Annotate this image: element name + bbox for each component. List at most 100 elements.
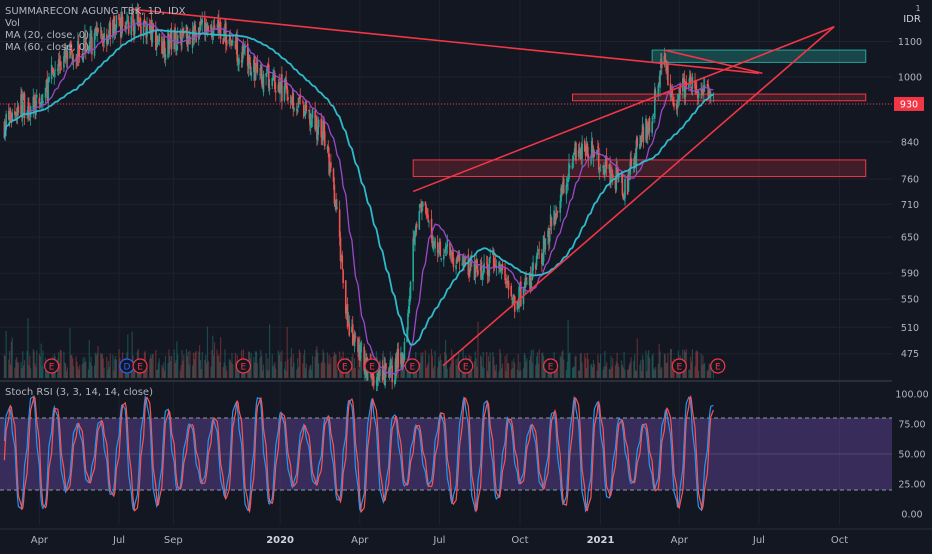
rsi-tick-label: 0.00 <box>901 510 922 521</box>
candle-body <box>77 43 80 58</box>
volume-bar <box>579 353 581 378</box>
volume-bar <box>709 364 711 378</box>
candle-body <box>246 43 249 66</box>
candle-body <box>688 75 691 83</box>
candle-body <box>464 262 466 264</box>
candle-body <box>700 88 702 91</box>
candle-body <box>302 101 304 103</box>
candle-body <box>198 28 201 33</box>
event-marker-label: E <box>49 363 55 373</box>
time-tick-label: Jul <box>432 535 445 546</box>
volume-bar <box>560 357 562 378</box>
candle-body <box>334 202 337 207</box>
candle-body <box>262 74 265 93</box>
volume-bar <box>205 354 207 378</box>
candle-body <box>314 110 316 130</box>
candle-body <box>438 243 441 250</box>
earnings-marker <box>44 358 60 374</box>
volume-bar <box>106 356 108 378</box>
volume-bar <box>45 368 47 378</box>
volume-bar <box>284 361 286 378</box>
volume-bar <box>586 352 588 378</box>
volume-bar <box>168 349 170 378</box>
candle-body <box>120 17 122 38</box>
volume-bar <box>322 349 324 378</box>
candle-body <box>50 64 53 80</box>
currency-label: IDR <box>903 14 921 25</box>
event-marker-label: E <box>342 363 348 373</box>
volume-bar <box>311 355 314 378</box>
volume-bar <box>254 362 256 378</box>
volume-bar <box>518 370 520 378</box>
volume-bar <box>592 359 595 378</box>
candle-body <box>701 88 703 94</box>
volume-bar <box>486 351 488 378</box>
volume-bar <box>29 355 31 378</box>
volume-bar <box>623 351 625 378</box>
volume-bar <box>72 358 74 378</box>
rsi-tick-label: 50.00 <box>898 450 925 461</box>
candle-body <box>591 144 594 157</box>
volume-bar <box>39 356 41 378</box>
volume-bar <box>112 354 114 378</box>
candle-body <box>342 269 344 283</box>
candle-body <box>14 115 17 117</box>
volume-bar <box>133 369 135 378</box>
candle-body <box>621 174 624 196</box>
symbol-title: SUMMARECON AGUNG TBK, 1D, IDX <box>5 6 186 17</box>
candle-body <box>284 78 287 84</box>
volume-bar <box>563 359 565 378</box>
volume-bar <box>114 355 117 378</box>
volume-bar <box>77 366 79 378</box>
candle-body <box>608 164 611 169</box>
candle-body <box>396 351 399 369</box>
candle-body <box>555 210 558 212</box>
candle-body <box>395 355 398 371</box>
candle-body <box>427 214 429 222</box>
candle-body <box>486 264 489 275</box>
volume-bar <box>627 369 630 378</box>
volume-bar <box>696 350 698 378</box>
volume-bar <box>256 363 258 378</box>
ma20-line <box>3 22 714 375</box>
volume-bar <box>3 354 5 378</box>
candle-body <box>566 183 569 187</box>
candle-body <box>461 263 463 265</box>
candle-body <box>309 121 312 128</box>
candle-body <box>302 104 305 118</box>
candle-body <box>211 26 213 38</box>
volume-bar <box>152 354 154 378</box>
candle-body <box>115 15 118 29</box>
candle-body <box>647 121 650 128</box>
volume-bar <box>690 356 692 378</box>
candle-body <box>290 102 293 104</box>
volume-bar <box>428 354 430 378</box>
candle-body <box>323 131 326 147</box>
candle-body <box>694 80 696 89</box>
candle-body <box>114 26 117 32</box>
earnings-marker <box>671 358 687 374</box>
candle-body <box>524 278 527 289</box>
volume-bar <box>170 355 173 378</box>
candle-body <box>351 324 354 346</box>
volume-bar <box>130 370 132 378</box>
candle-body <box>253 59 255 73</box>
trendline <box>131 8 760 75</box>
volume-bar <box>87 369 90 378</box>
volume-bar <box>32 348 34 378</box>
candle-body <box>341 255 344 270</box>
candle-body <box>259 73 261 75</box>
candle-body <box>261 81 264 89</box>
candle-body <box>127 19 129 22</box>
volume-bar <box>426 365 428 378</box>
volume-bar <box>101 353 104 378</box>
candle-body <box>402 357 405 364</box>
volume-bar <box>523 352 525 378</box>
earnings-marker <box>458 358 474 374</box>
volume-bar <box>145 365 147 378</box>
volume-bar <box>704 362 706 378</box>
volume-bar <box>444 339 447 378</box>
volume-bar <box>90 356 92 378</box>
candle-body <box>179 32 182 39</box>
